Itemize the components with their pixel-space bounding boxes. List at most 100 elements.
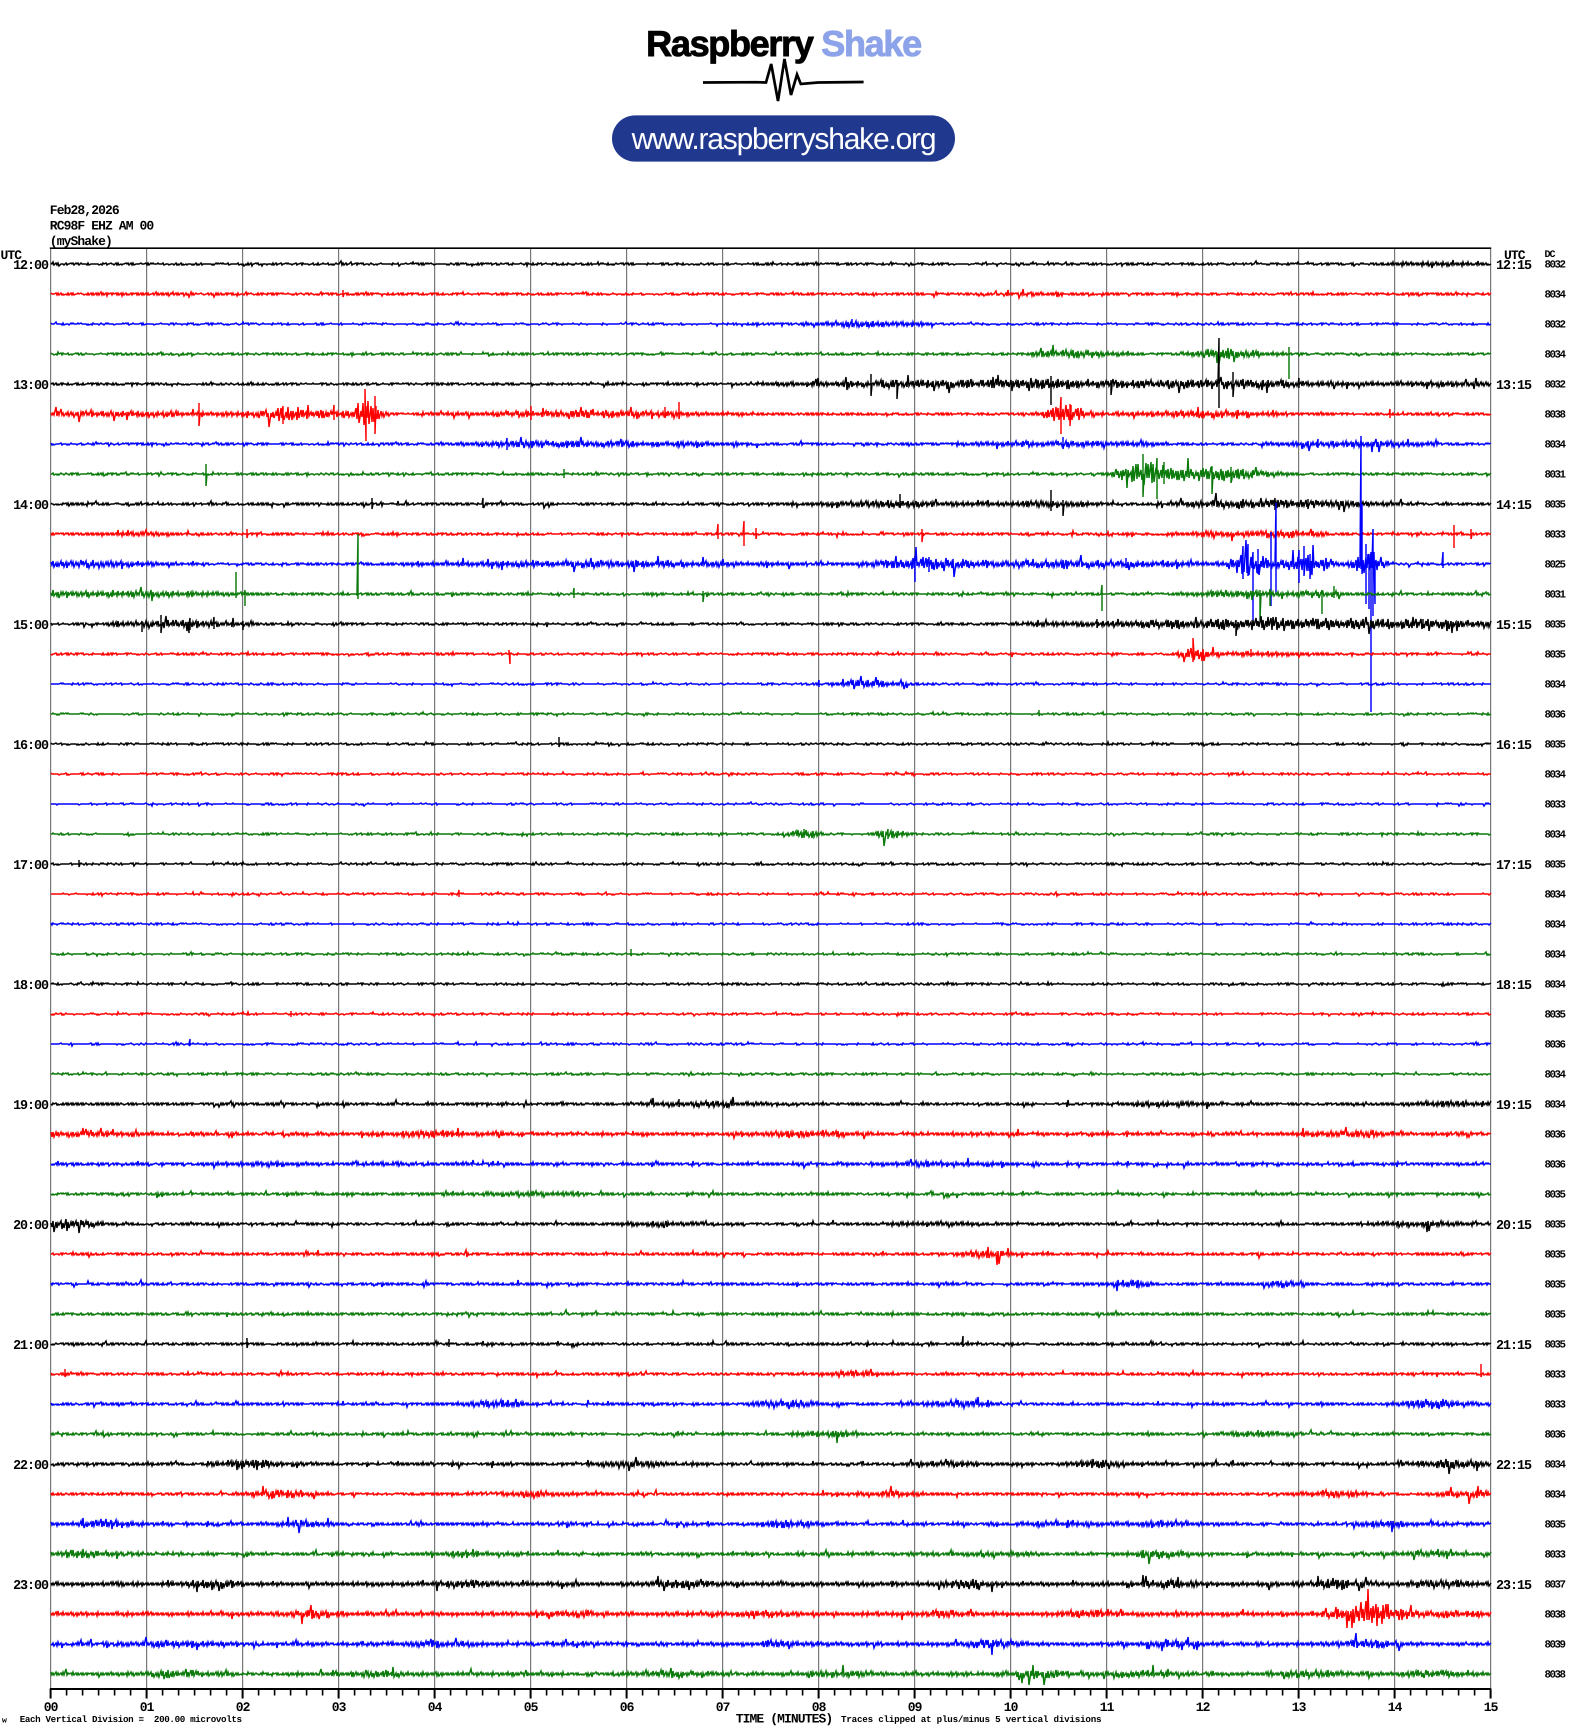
svg-text:8036: 8036 [1545, 1130, 1566, 1142]
svg-text:8034: 8034 [1545, 950, 1567, 962]
svg-text:8031: 8031 [1545, 470, 1567, 482]
svg-text:Each Vertical Division = 200.: Each Vertical Division = 200.00 microvol… [20, 1714, 242, 1725]
svg-text:23:00: 23:00 [13, 1579, 49, 1594]
svg-text:21:15: 21:15 [1496, 1339, 1532, 1354]
svg-text:8035: 8035 [1545, 860, 1566, 872]
svg-text:8032: 8032 [1545, 380, 1566, 392]
svg-text:8034: 8034 [1545, 1460, 1567, 1472]
svg-text:18:00: 18:00 [13, 979, 49, 994]
svg-text:8035: 8035 [1545, 1310, 1566, 1322]
svg-text:03: 03 [332, 1700, 347, 1715]
svg-text:8034: 8034 [1545, 440, 1567, 452]
svg-text:8034: 8034 [1545, 1490, 1567, 1502]
svg-text:15: 15 [1484, 1700, 1499, 1715]
svg-text:TIME (MINUTES): TIME (MINUTES) [736, 1712, 833, 1727]
svg-text:15:00: 15:00 [13, 619, 49, 634]
svg-text:12:15: 12:15 [1496, 259, 1532, 274]
svg-text:16:15: 16:15 [1496, 739, 1532, 754]
svg-text:07: 07 [716, 1700, 730, 1715]
svg-text:8031: 8031 [1545, 590, 1567, 602]
svg-text:22:00: 22:00 [13, 1459, 49, 1474]
svg-text:21:00: 21:00 [13, 1339, 49, 1354]
svg-text:12:00: 12:00 [13, 259, 49, 274]
svg-text:15:15: 15:15 [1496, 619, 1532, 634]
svg-text:8032: 8032 [1545, 320, 1566, 332]
svg-text:8033: 8033 [1545, 1400, 1566, 1412]
svg-text:8033: 8033 [1545, 800, 1566, 812]
svg-text:8038: 8038 [1545, 410, 1566, 422]
svg-text:w: w [2, 1717, 7, 1726]
svg-text:8032: 8032 [1545, 260, 1566, 272]
svg-text:8034: 8034 [1545, 980, 1567, 992]
svg-text:8034: 8034 [1545, 1100, 1567, 1112]
svg-text:RC98F EHZ AM 00: RC98F EHZ AM 00 [50, 219, 155, 234]
svg-text:8034: 8034 [1545, 920, 1567, 932]
svg-text:8035: 8035 [1545, 1010, 1566, 1022]
svg-text:00: 00 [44, 1700, 59, 1715]
svg-text:8034: 8034 [1545, 1070, 1567, 1082]
svg-text:8035: 8035 [1545, 1340, 1566, 1352]
svg-text:19:00: 19:00 [13, 1099, 49, 1114]
svg-text:8035: 8035 [1545, 1250, 1566, 1262]
svg-text:DC: DC [1545, 250, 1556, 261]
svg-text:8034: 8034 [1545, 680, 1567, 692]
svg-text:13:15: 13:15 [1496, 379, 1532, 394]
svg-text:17:15: 17:15 [1496, 859, 1532, 874]
svg-text:8035: 8035 [1545, 1220, 1566, 1232]
svg-text:8034: 8034 [1545, 770, 1567, 782]
svg-text:8036: 8036 [1545, 1160, 1566, 1172]
svg-text:08: 08 [812, 1700, 827, 1715]
svg-text:www.raspberryshake.org: www.raspberryshake.org [631, 123, 936, 156]
svg-text:8035: 8035 [1545, 500, 1566, 512]
svg-text:19:15: 19:15 [1496, 1099, 1532, 1114]
svg-text:8035: 8035 [1545, 1280, 1566, 1292]
svg-text:8033: 8033 [1545, 1370, 1566, 1382]
svg-text:8037: 8037 [1545, 1580, 1566, 1592]
svg-text:12: 12 [1196, 1700, 1211, 1715]
svg-text:10: 10 [1004, 1700, 1019, 1715]
svg-text:8033: 8033 [1545, 1550, 1566, 1562]
svg-text:14: 14 [1388, 1700, 1403, 1715]
svg-text:Raspberry Shake: Raspberry Shake [646, 23, 921, 64]
svg-text:(myShake): (myShake) [50, 234, 112, 249]
svg-text:Feb28,2026: Feb28,2026 [50, 203, 120, 218]
svg-text:16:00: 16:00 [13, 739, 49, 754]
svg-text:8035: 8035 [1545, 740, 1566, 752]
svg-text:17:00: 17:00 [13, 859, 49, 874]
svg-text:8036: 8036 [1545, 710, 1566, 722]
svg-text:14:00: 14:00 [13, 499, 49, 514]
svg-text:8039: 8039 [1545, 1640, 1566, 1652]
svg-text:09: 09 [908, 1700, 923, 1715]
svg-text:20:15: 20:15 [1496, 1219, 1532, 1234]
svg-text:23:15: 23:15 [1496, 1579, 1532, 1594]
svg-text:11: 11 [1100, 1700, 1115, 1715]
svg-text:02: 02 [236, 1700, 251, 1715]
svg-text:8033: 8033 [1545, 530, 1566, 542]
svg-text:8035: 8035 [1545, 620, 1566, 632]
svg-text:13:00: 13:00 [13, 379, 49, 394]
svg-text:20:00: 20:00 [13, 1219, 49, 1234]
svg-text:06: 06 [620, 1700, 635, 1715]
svg-text:14:15: 14:15 [1496, 499, 1532, 514]
svg-text:04: 04 [428, 1700, 443, 1715]
svg-text:8034: 8034 [1545, 890, 1567, 902]
svg-text:8035: 8035 [1545, 650, 1566, 662]
svg-text:01: 01 [140, 1700, 155, 1715]
svg-text:8034: 8034 [1545, 830, 1567, 842]
svg-text:13: 13 [1292, 1700, 1307, 1715]
svg-text:8038: 8038 [1545, 1610, 1566, 1622]
svg-text:Traces clipped at plus/minus 5: Traces clipped at plus/minus 5 vertical … [841, 1714, 1101, 1725]
svg-text:8036: 8036 [1545, 1040, 1566, 1052]
svg-text:8025: 8025 [1545, 560, 1566, 572]
svg-text:8035: 8035 [1545, 1190, 1566, 1202]
svg-text:22:15: 22:15 [1496, 1459, 1532, 1474]
svg-text:8038: 8038 [1545, 1670, 1566, 1682]
svg-text:8034: 8034 [1545, 350, 1567, 362]
svg-text:05: 05 [524, 1700, 539, 1715]
svg-text:8036: 8036 [1545, 1430, 1566, 1442]
svg-text:8034: 8034 [1545, 290, 1567, 302]
svg-text:UTC: UTC [1504, 248, 1526, 263]
svg-text:8035: 8035 [1545, 1520, 1566, 1532]
svg-text:UTC: UTC [1, 248, 23, 263]
svg-text:18:15: 18:15 [1496, 979, 1532, 994]
